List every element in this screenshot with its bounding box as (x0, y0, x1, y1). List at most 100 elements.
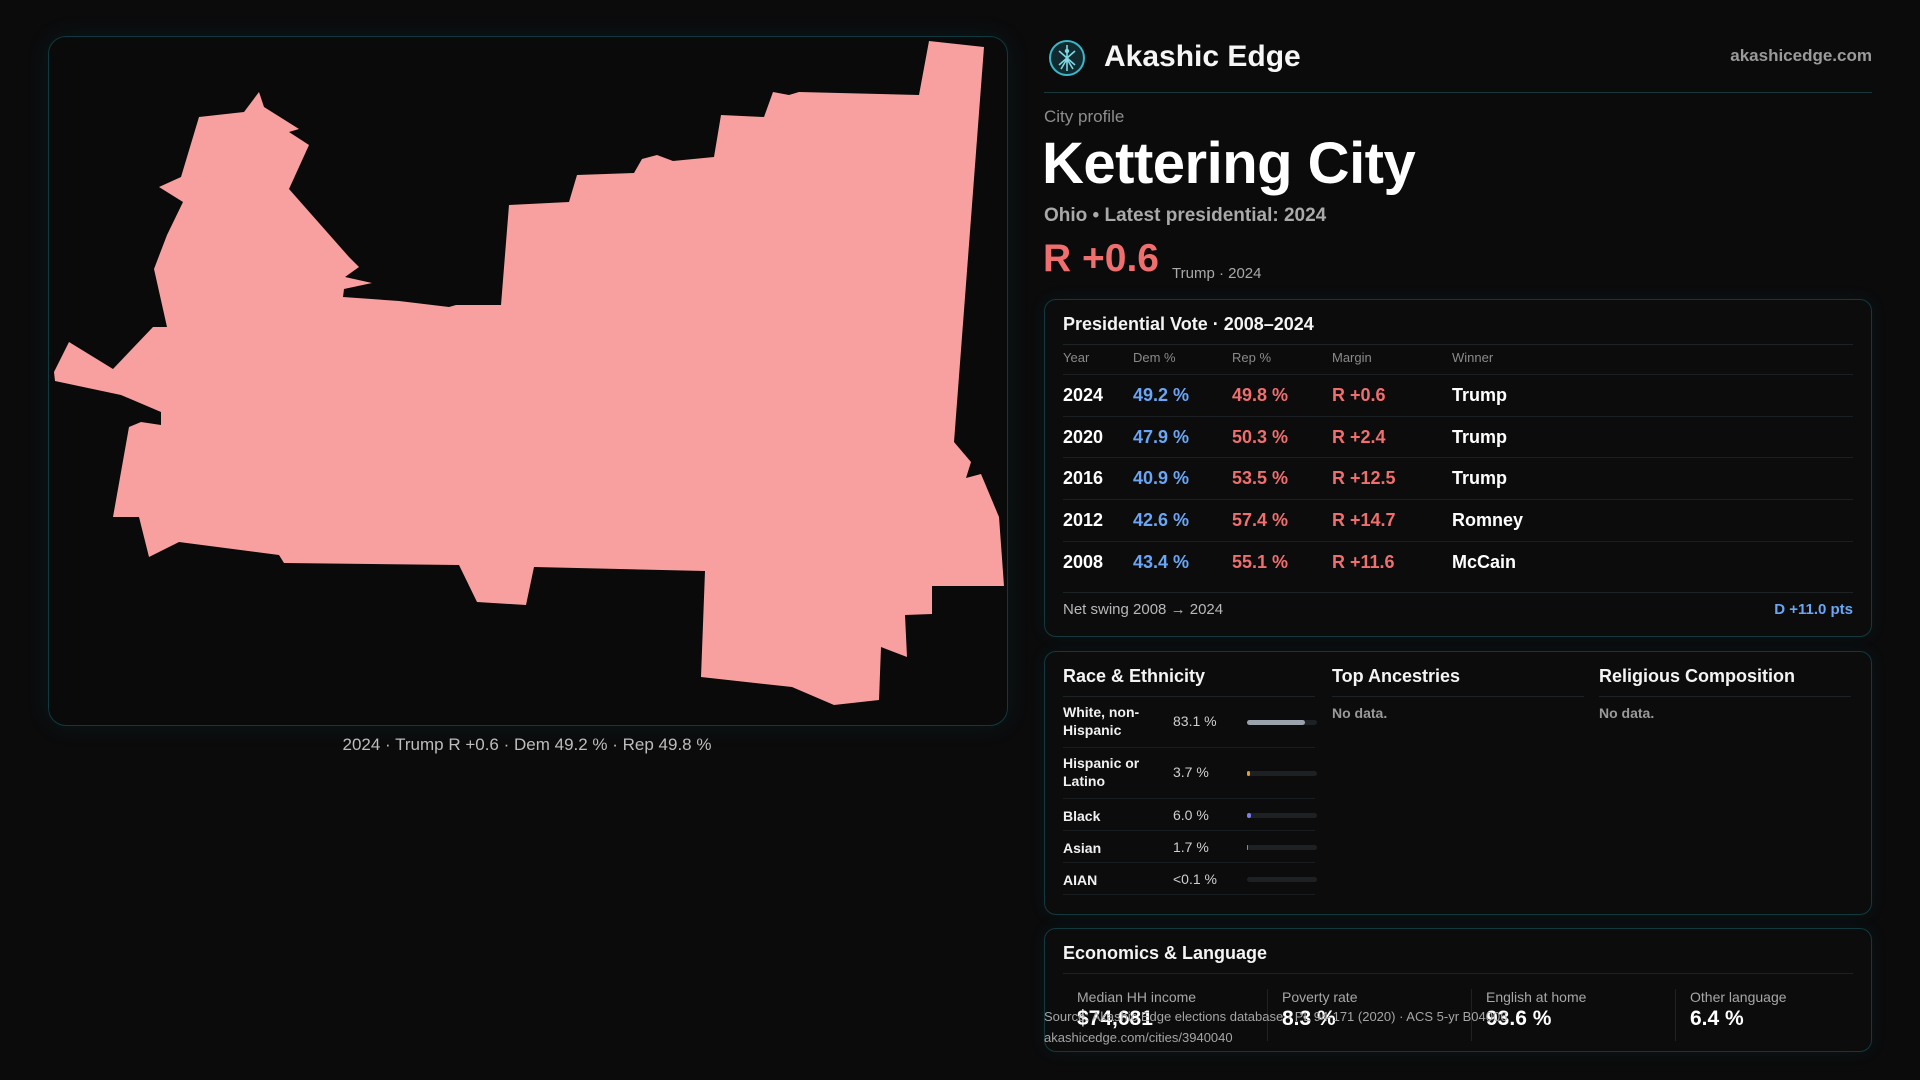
race-bar-fill (1247, 771, 1250, 776)
row-rep: 57.4 % (1232, 510, 1289, 530)
vote-card-title: Presidential Vote · 2008–2024 (1063, 314, 1314, 334)
ancestries-section: Top Ancestries No data. (1332, 666, 1584, 721)
source-line: Source: Akashic Edge elections database … (1044, 1009, 1508, 1024)
headline-margin-note: Trump · 2024 (1172, 265, 1262, 282)
race-bar-fill (1247, 845, 1249, 850)
row-margin: R +11.6 (1332, 552, 1395, 572)
header-year: Year (1063, 350, 1090, 365)
race-label: Hispanic or Latino (1063, 755, 1140, 789)
source-url-link[interactable]: akashicedge.com/cities/3940040 (1044, 1030, 1233, 1045)
row-margin: R +2.4 (1332, 427, 1386, 447)
row-margin: R +14.7 (1332, 510, 1396, 530)
table-row: 2012 42.6 % 57.4 % R +14.7 Romney (1063, 499, 1853, 542)
table-row: 2008 43.4 % 55.1 % R +11.6 McCain (1063, 541, 1853, 584)
row-margin: R +12.5 (1332, 468, 1396, 488)
row-winner: Trump (1452, 427, 1508, 447)
city-map-panel[interactable] (48, 36, 1008, 726)
race-bar-track (1247, 771, 1317, 776)
header-winner: Winner (1452, 350, 1494, 365)
race-pct: 3.7 % (1173, 764, 1209, 780)
row-rep: 49.8 % (1232, 385, 1289, 405)
race-row: Hispanic or Latino 3.7 % (1063, 748, 1317, 799)
map-caption: 2024 · Trump R +0.6 · Dem 49.2 % · Rep 4… (342, 735, 712, 754)
brand-name: Akashic Edge (1104, 40, 1301, 73)
stat-value: $74,681 (1077, 1007, 1153, 1030)
table-row: 2020 47.9 % 50.3 % R +2.4 Trump (1063, 416, 1853, 459)
race-row: Black 6.0 % (1063, 799, 1317, 831)
religion-title: Religious Composition (1599, 666, 1851, 697)
table-row: 2024 49.2 % 49.8 % R +0.6 Trump (1063, 374, 1853, 417)
header-margin: Margin (1332, 350, 1372, 365)
city-boundary-shape[interactable] (54, 41, 1004, 705)
brand-url-link[interactable]: akashicedge.com (1730, 46, 1872, 65)
row-dem: 49.2 % (1133, 385, 1190, 405)
race-bar-track (1247, 813, 1317, 818)
vote-table-header: Year Dem % Rep % Margin Winner (1063, 350, 1853, 374)
source-note: Source: Akashic Edge elections database … (1044, 1006, 1507, 1048)
economics-card: Economics & Language Median HH income $7… (1044, 928, 1872, 1052)
row-year: 2024 (1063, 385, 1104, 405)
race-bar-track (1247, 720, 1317, 725)
stat-label: Poverty rate (1282, 989, 1358, 1005)
net-swing-row: Net swing 2008 → 2024 D +11.0 pts (1063, 592, 1853, 618)
row-winner: Trump (1452, 385, 1508, 405)
header-rep: Rep % (1232, 350, 1272, 365)
row-rep: 50.3 % (1232, 427, 1289, 447)
race-bar-track (1247, 845, 1317, 850)
presidential-vote-card: Presidential Vote · 2008–2024 Year Dem %… (1044, 299, 1872, 637)
stat-value: 8.3 % (1282, 1007, 1336, 1030)
stat-english-home: English at home 93.6 % (1471, 989, 1662, 1041)
stat-other-language: Other language 6.4 % (1675, 989, 1866, 1041)
row-dem: 40.9 % (1133, 468, 1190, 488)
net-swing-value: D +11.0 pts (1774, 601, 1853, 618)
stat-label: English at home (1486, 989, 1587, 1005)
race-label: AIAN (1063, 872, 1098, 888)
row-winner: Romney (1452, 510, 1524, 530)
race-bar-track (1247, 877, 1317, 882)
page-subtitle: Ohio • Latest presidential: 2024 (1044, 205, 1327, 226)
race-row: Asian 1.7 % (1063, 831, 1317, 863)
row-year: 2020 (1063, 427, 1104, 447)
globe-emblem-icon (1049, 40, 1085, 76)
row-rep: 53.5 % (1232, 468, 1289, 488)
stat-value: 6.4 % (1690, 1007, 1744, 1030)
race-pct: 6.0 % (1173, 807, 1209, 823)
religion-section: Religious Composition No data. (1599, 666, 1851, 721)
row-dem: 47.9 % (1133, 427, 1190, 447)
row-year: 2008 (1063, 552, 1104, 572)
stat-value: 93.6 % (1486, 1007, 1552, 1030)
race-ethnicity-section: Race & Ethnicity White, non-Hispanic 83.… (1063, 666, 1317, 895)
page-title: Kettering City (1042, 131, 1416, 196)
race-label: Asian (1063, 840, 1102, 856)
header-dem: Dem % (1133, 350, 1176, 365)
headline-margin: R +0.6 (1043, 237, 1159, 280)
ancestries-empty: No data. (1332, 705, 1388, 721)
row-winner: Trump (1452, 468, 1508, 488)
ancestries-title: Top Ancestries (1332, 666, 1584, 697)
race-bar-fill (1247, 720, 1306, 725)
race-row: AIAN <0.1 % (1063, 863, 1317, 895)
net-swing-label: Net swing 2008 → 2024 (1063, 601, 1224, 618)
race-pct: 1.7 % (1173, 839, 1209, 855)
race-row: White, non-Hispanic 83.1 % (1063, 697, 1317, 748)
row-dem: 43.4 % (1133, 552, 1190, 572)
row-margin: R +0.6 (1332, 385, 1386, 405)
stat-label: Median HH income (1077, 989, 1197, 1005)
divider (1063, 973, 1853, 974)
stat-label: Other language (1690, 989, 1787, 1005)
table-row: 2016 40.9 % 53.5 % R +12.5 Trump (1063, 457, 1853, 500)
race-bar-fill (1247, 813, 1252, 818)
race-pct: 83.1 % (1173, 713, 1217, 729)
profile-kicker: City profile (1044, 107, 1125, 126)
city-boundary-map (54, 41, 1004, 705)
race-label: Black (1063, 808, 1101, 824)
row-dem: 42.6 % (1133, 510, 1190, 530)
demographics-card: Race & Ethnicity White, non-Hispanic 83.… (1044, 651, 1872, 915)
brand-header: Akashic Edge akashicedge.com (1044, 36, 1872, 93)
row-rep: 55.1 % (1232, 552, 1289, 572)
race-section-title: Race & Ethnicity (1063, 666, 1315, 697)
race-label: White, non-Hispanic (1063, 704, 1140, 738)
religion-empty: No data. (1599, 705, 1655, 721)
stat-poverty-rate: Poverty rate 8.3 % (1267, 989, 1458, 1041)
row-winner: McCain (1452, 552, 1517, 572)
